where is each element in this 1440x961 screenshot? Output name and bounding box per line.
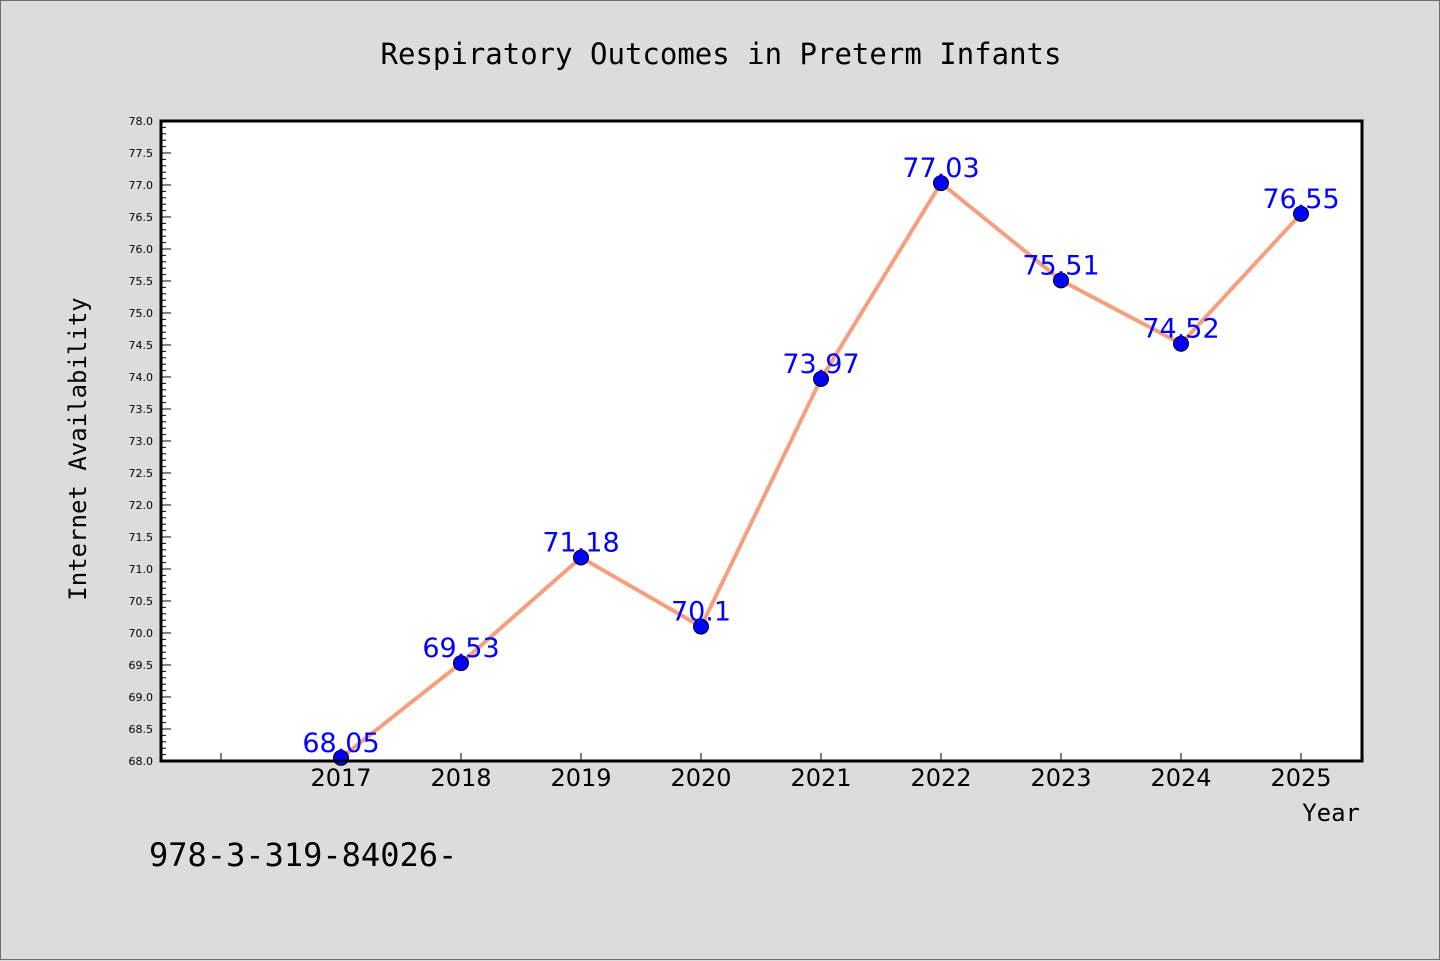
y-tick-label: 72.0 <box>129 499 154 512</box>
x-tick-label: 2020 <box>670 764 731 792</box>
y-tick-label: 73.5 <box>129 403 154 416</box>
y-tick-label: 75.5 <box>129 275 154 288</box>
y-tick-label: 77.0 <box>129 179 154 192</box>
y-tick-label: 72.5 <box>129 467 154 480</box>
y-tick-label: 74.0 <box>129 371 154 384</box>
data-label: 73.97 <box>782 349 859 380</box>
y-tick-label: 73.0 <box>129 435 154 448</box>
y-tick-label: 68.0 <box>129 755 154 768</box>
y-tick-label: 78.0 <box>129 115 154 128</box>
footnote-text: 978-3-319-84026- <box>149 836 457 874</box>
y-tick-label: 76.5 <box>129 211 154 224</box>
y-tick-label: 76.0 <box>129 243 154 256</box>
plot-area <box>161 121 1362 761</box>
data-point <box>933 175 949 192</box>
y-tick-label: 69.5 <box>129 659 154 672</box>
x-tick-label: 2019 <box>550 764 611 792</box>
y-tick-label: 74.5 <box>129 339 154 352</box>
data-label: 76.55 <box>1262 184 1339 215</box>
y-tick-label: 77.5 <box>129 147 154 160</box>
x-tick-label: 2023 <box>1030 764 1091 792</box>
x-tick-label: 2017 <box>310 764 371 792</box>
data-point <box>693 618 709 635</box>
data-label: 74.52 <box>1142 314 1219 345</box>
series-layer: 68.05 69.53 71.18 70.1 73.97 77.03 75.51 74.52 7… <box>302 153 1340 766</box>
data-label: 75.51 <box>1022 250 1099 281</box>
x-tick-label: 2021 <box>790 764 851 792</box>
data-label: 77.03 <box>902 153 979 184</box>
data-label: 69.53 <box>422 633 499 664</box>
data-point <box>453 655 469 672</box>
x-tick-label: 2025 <box>1270 764 1331 792</box>
y-tick-label: 75.0 <box>129 307 154 320</box>
x-tick-label: 2018 <box>430 764 491 792</box>
x-axis-label: Year <box>1302 799 1360 827</box>
data-label: 68.05 <box>302 728 379 759</box>
x-tick-label: 2022 <box>910 764 971 792</box>
y-tick-label: 70.0 <box>129 627 154 640</box>
data-label: 71.18 <box>542 527 619 558</box>
data-point <box>1053 272 1069 289</box>
data-point <box>813 370 829 387</box>
y-tick-label: 71.0 <box>129 563 154 576</box>
chart-title: Respiratory Outcomes in Preterm Infants <box>381 37 1062 71</box>
y-tick-label: 68.5 <box>129 723 154 736</box>
data-label: 70.1 <box>671 597 731 628</box>
y-axis-label: Internet Availability <box>64 297 92 600</box>
data-point <box>573 549 589 566</box>
plot-border <box>159 119 1364 763</box>
x-tick-label: 2024 <box>1150 764 1211 792</box>
y-tick-label: 70.5 <box>129 595 154 608</box>
data-point <box>1293 205 1309 222</box>
y-tick-label: 69.0 <box>129 691 154 704</box>
data-point <box>1173 335 1189 352</box>
y-tick-label: 71.5 <box>129 531 154 544</box>
